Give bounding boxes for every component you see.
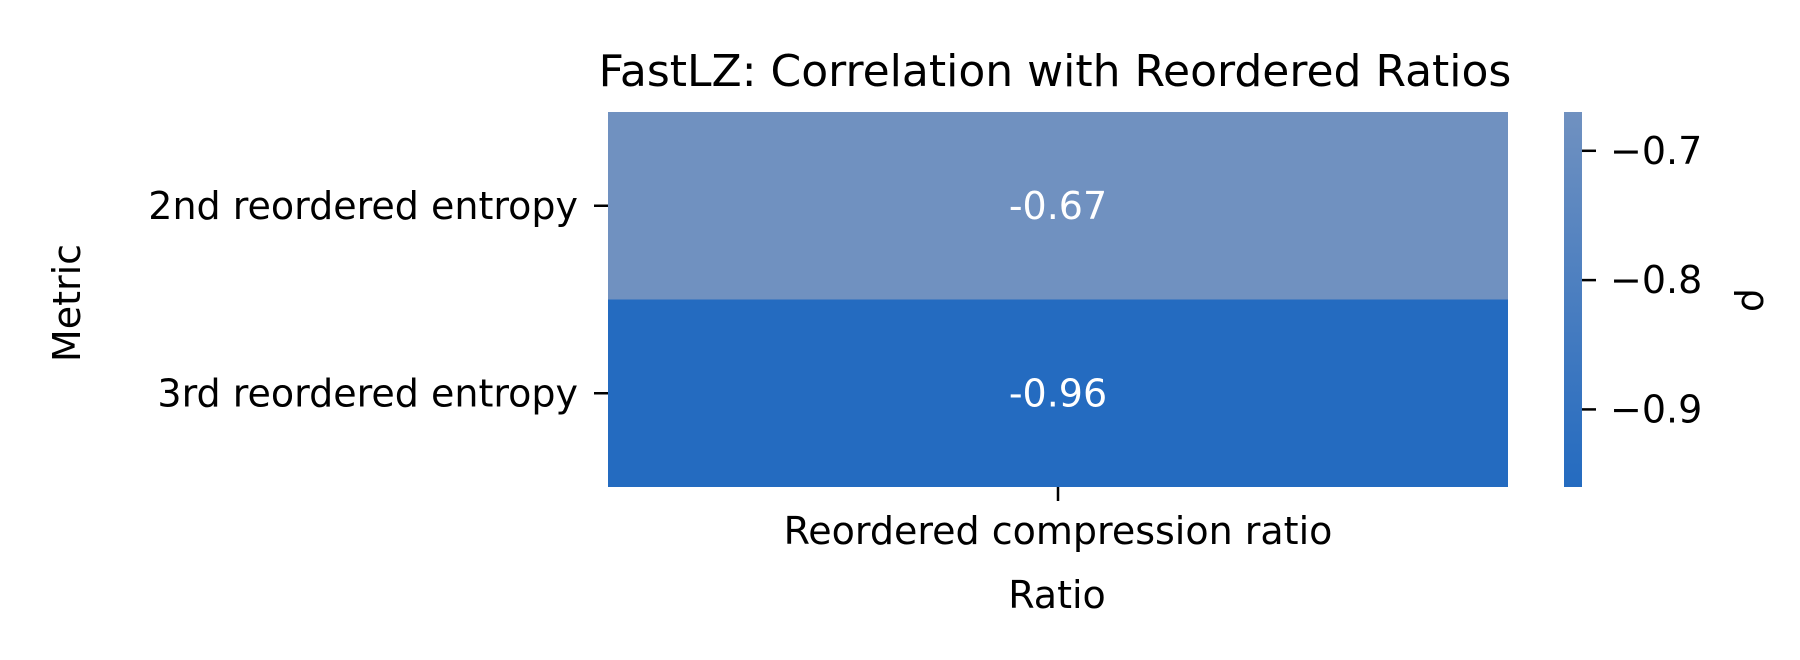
heatmap-cell [608,299,1508,487]
y-tick-label: 3rd reordered entropy [157,371,578,415]
y-tick-label: 2nd reordered entropy [148,184,578,228]
colorbar-gradient [1564,112,1582,487]
colorbar-tick-label: −0.9 [1610,387,1702,431]
cell-value-label: -0.96 [1009,371,1107,415]
y-axis-label: Metric [45,244,89,362]
colorbar-ticks: −0.7 −0.8 −0.9 [1582,129,1702,431]
y-axis: 2nd reordered entropy 3rd reordered entro… [148,184,608,415]
x-axis-label: Ratio [1008,573,1106,617]
heatmap-cells: -0.67 -0.96 [608,112,1508,487]
colorbar-label: ρ [1733,288,1777,312]
chart-title: FastLZ: Correlation with Reordered Ratio… [599,46,1512,97]
x-axis: Reordered compression ratio [784,487,1333,553]
colorbar-tick-label: −0.8 [1610,258,1702,302]
colorbar-tick-label: −0.7 [1610,129,1702,173]
x-tick-label: Reordered compression ratio [784,509,1333,553]
colorbar: −0.7 −0.8 −0.9 ρ [1564,112,1777,487]
heatmap-cell [608,112,1508,300]
cell-value-label: -0.67 [1009,184,1107,228]
